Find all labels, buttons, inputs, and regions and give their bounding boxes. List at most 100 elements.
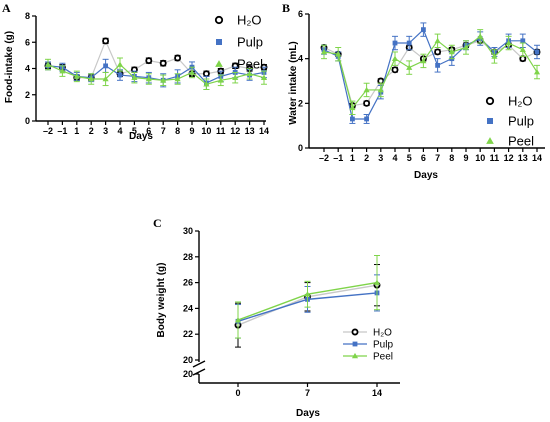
data-point	[349, 104, 356, 111]
x-tick-label: 7	[305, 388, 310, 398]
data-point	[350, 116, 355, 122]
y-tick-label: 26	[183, 278, 193, 288]
data-point	[174, 75, 181, 82]
data-point	[232, 74, 239, 80]
data-point	[434, 37, 441, 44]
y-tick-label: 24	[183, 303, 193, 313]
x-tick-label: 14	[372, 388, 382, 398]
y-tick-label: 30	[183, 226, 193, 236]
data-point	[477, 33, 484, 39]
y-tick-label: 4	[25, 64, 30, 74]
x-tick-label: 9	[189, 126, 194, 136]
y-tick-label: 6	[298, 9, 303, 19]
x-tick-label: 3	[378, 153, 383, 163]
x-tick-label: 6	[421, 153, 426, 163]
legend-marker	[215, 60, 223, 67]
x-tick-label: 11	[490, 153, 500, 163]
panel-b-label: B	[282, 1, 290, 15]
data-point	[145, 75, 152, 82]
x-tick-label: 7	[435, 153, 440, 163]
x-tick-label: 8	[449, 153, 454, 163]
y-tick-label: 22	[183, 329, 193, 339]
y-tick-label: 6	[25, 37, 30, 47]
legend-label: Pulp	[237, 35, 263, 50]
data-point	[520, 38, 526, 44]
data-point	[335, 51, 342, 57]
legend-marker	[485, 96, 495, 106]
panel-a-label: A	[2, 1, 11, 15]
data-point	[131, 74, 138, 80]
legend-label: Peel	[508, 134, 534, 149]
legend-label: Pulp	[508, 114, 534, 129]
legend-marker	[351, 352, 359, 359]
series-line	[47, 63, 265, 85]
x-tick-label: 4	[117, 126, 122, 136]
legend-marker	[214, 15, 224, 25]
x-tick-label: 11	[216, 126, 226, 136]
data-point	[533, 68, 541, 75]
series-line	[47, 65, 265, 84]
series-line	[323, 28, 538, 120]
x-tick-label: 12	[230, 126, 240, 136]
y-tick-label: 2	[25, 90, 30, 100]
data-point	[102, 75, 109, 82]
x-tick-label: 1	[350, 153, 355, 163]
data-point	[102, 37, 110, 45]
series-line	[323, 40, 538, 107]
data-point	[377, 86, 384, 93]
data-point	[159, 59, 167, 67]
x-tick-label: 0	[235, 388, 240, 398]
panel-c-label: C	[153, 216, 162, 230]
legend-label: H₂O	[237, 13, 262, 28]
legend-marker	[486, 137, 494, 144]
data-point	[373, 279, 381, 285]
y-tick-label: 4	[298, 54, 303, 64]
x-tick-label: 7	[161, 126, 166, 136]
axis-break-mark	[192, 368, 206, 376]
x-tick-label: 6	[146, 126, 151, 136]
legend-marker	[351, 328, 359, 336]
panel-a-x-axis-label: Days	[129, 131, 153, 142]
data-point	[260, 74, 268, 80]
y-tick-label: 20	[183, 355, 193, 365]
axis-break-mark	[192, 360, 206, 368]
series-triangle	[234, 255, 381, 339]
y-tick-label-lower: 20	[183, 369, 193, 379]
x-tick-label: 14	[532, 153, 542, 163]
legend-label: H₂O	[373, 328, 392, 339]
y-tick-label: 0	[298, 143, 303, 153]
data-point	[59, 68, 66, 74]
data-point	[320, 48, 328, 55]
y-tick-label: 0	[25, 116, 30, 126]
x-tick-label: 10	[201, 126, 211, 136]
panel-c-body-weight: C 20 22 24 26 28 30 0 7 14 20 Days Body weight (g…	[153, 216, 400, 419]
series-line	[323, 35, 538, 110]
legend-marker	[487, 118, 493, 124]
legend-label: Peel	[373, 352, 393, 363]
x-tick-label: –2	[43, 126, 53, 136]
data-point	[462, 44, 470, 50]
panel-b-legend: H₂O Pulp Peel	[485, 94, 534, 149]
x-tick-label: 3	[103, 126, 108, 136]
panel-c-y-axis-label: Body weight (g)	[156, 263, 167, 338]
data-point	[392, 40, 398, 46]
x-tick-label: 1	[74, 126, 79, 136]
series-triangle	[44, 57, 268, 90]
x-tick-label: –2	[319, 153, 329, 163]
legend-label: Peel	[237, 57, 263, 72]
series-line	[47, 39, 265, 79]
data-point	[391, 66, 399, 74]
data-point	[435, 62, 440, 68]
data-point	[519, 46, 526, 53]
x-tick-label: 10	[475, 153, 485, 163]
y-tick-label: 28	[183, 252, 193, 262]
data-point	[160, 77, 167, 83]
legend-marker	[216, 39, 222, 45]
data-point	[234, 316, 242, 323]
data-point	[44, 61, 52, 67]
y-tick-label: 8	[25, 11, 30, 21]
